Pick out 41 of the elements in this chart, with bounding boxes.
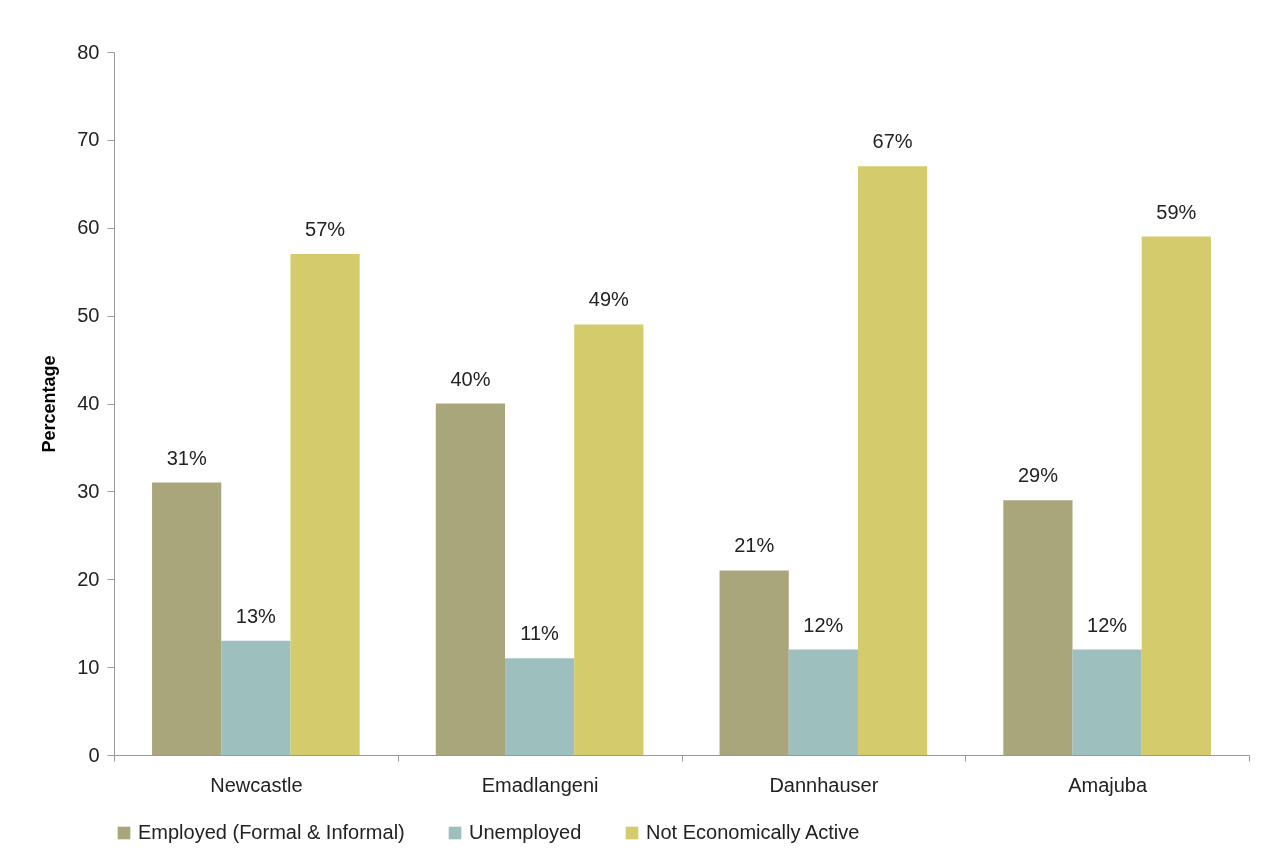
bar: [788, 649, 858, 755]
x-tick-label: Newcastle: [210, 773, 303, 796]
y-tick-label: 80: [77, 40, 100, 63]
legend-label: Not Economically Active: [646, 821, 860, 843]
data-label: 67%: [872, 130, 913, 153]
y-tick-label: 60: [77, 216, 100, 239]
bar: [221, 640, 291, 755]
data-label: 40%: [450, 367, 491, 390]
bar: [574, 324, 644, 755]
y-tick-label: 20: [77, 567, 100, 590]
data-label: 31%: [166, 446, 207, 469]
y-tick-label: 40: [77, 392, 100, 414]
legend-label: Employed (Formal & Informal): [138, 821, 405, 843]
data-label: 29%: [1017, 464, 1059, 487]
data-label: 12%: [1087, 613, 1128, 636]
bar: [1003, 500, 1073, 755]
data-label: 57%: [305, 218, 346, 241]
data-label: 11%: [520, 622, 560, 645]
data-label: 49%: [588, 288, 630, 311]
data-label: 59%: [1156, 200, 1197, 223]
y-tick-label: 0: [88, 743, 100, 766]
x-tick-label: Amajuba: [1068, 773, 1148, 796]
bar: [719, 570, 789, 755]
x-tick-label: Emadlangeni: [481, 773, 599, 796]
y-tick-label: 70: [77, 128, 100, 151]
bar: [1072, 649, 1142, 755]
y-axis-title: Percentage: [39, 355, 60, 453]
bar: [857, 166, 928, 755]
bar: [290, 254, 360, 755]
y-tick-label: 30: [77, 479, 100, 502]
x-tick-label: Dannhauser: [769, 773, 879, 796]
bar: [435, 403, 506, 755]
bar: [1141, 236, 1211, 755]
data-label: 13%: [235, 604, 277, 627]
y-tick-label: 10: [77, 655, 100, 678]
data-label: 21%: [734, 534, 775, 557]
data-label: 12%: [803, 613, 844, 636]
y-tick-label: 50: [77, 304, 100, 327]
bar: [152, 482, 222, 755]
bar: [505, 658, 575, 755]
legend-label: Unemployed: [469, 821, 582, 843]
